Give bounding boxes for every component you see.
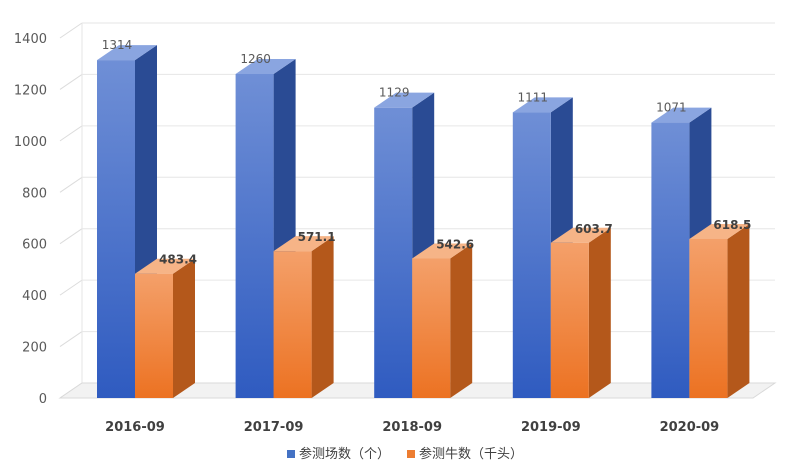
bar-top	[512, 97, 573, 113]
bar-cattle-2018-09	[412, 243, 473, 398]
gridline-diagonal	[59, 331, 83, 347]
legend-swatch	[407, 450, 415, 458]
bar-front	[135, 273, 173, 398]
bar-side	[311, 236, 334, 398]
bar-front	[97, 60, 135, 398]
bar-cattle-2020-09	[689, 223, 750, 398]
bar-front	[374, 107, 413, 398]
y-tick-label: 1000	[14, 135, 47, 150]
bar-top	[651, 107, 712, 123]
gridline-diagonal	[59, 74, 83, 90]
gridline-diagonal	[59, 228, 83, 245]
y-tick-label: 1400	[14, 32, 47, 47]
gridline-diagonal	[59, 279, 83, 296]
y-tick-label: 1200	[14, 83, 47, 98]
data-label-cattle: 483.4	[159, 253, 197, 267]
bar-cattle-2017-09	[273, 236, 334, 398]
axes: 0 200 400 600 800 1000 1200 1400 2016-09 2017-09 2…	[14, 32, 719, 435]
data-label-venues: 1071	[656, 101, 687, 115]
x-tick-label: 2020-09	[660, 420, 720, 435]
x-tick-label: 2018-09	[382, 420, 442, 435]
x-tick-label: 2019-09	[521, 420, 581, 435]
bar-cattle-2019-09	[550, 227, 611, 398]
legend-label: 参测场数（个）	[299, 446, 390, 462]
bar-front	[550, 242, 589, 398]
data-label-cattle: 603.7	[575, 222, 613, 236]
gridline-diagonal	[59, 125, 83, 142]
gridline-diagonal	[59, 176, 83, 193]
bar-cattle-2016-09	[135, 258, 195, 398]
y-tick-label: 200	[22, 341, 47, 356]
y-tick-label: 0	[39, 392, 47, 407]
bar-front	[273, 251, 312, 398]
x-tick-label: 2017-09	[244, 420, 304, 435]
legend-item-venues: 参测场数（个）	[287, 446, 390, 462]
bar-top	[550, 227, 611, 243]
legend: 参测场数（个） 参测牛数（千头）	[287, 446, 523, 462]
bar-front	[512, 112, 551, 399]
x-tick-label: 2016-09	[105, 420, 165, 435]
bars	[97, 45, 750, 399]
data-labels: 1314 483.4 1260 571.1 1129 542.6 1111 603.7 1071…	[102, 38, 752, 267]
data-label-venues: 1129	[379, 86, 410, 100]
data-label-venues: 1111	[518, 90, 549, 104]
bar-front	[689, 238, 728, 398]
bar-top	[235, 59, 296, 74]
data-label-venues: 1260	[240, 52, 271, 66]
bar-front	[235, 74, 274, 398]
gridline-diagonal	[59, 22, 83, 39]
data-label-cattle: 618.5	[713, 218, 751, 232]
bar-side	[588, 227, 611, 398]
bar-top	[97, 45, 157, 61]
y-tick-label: 400	[22, 289, 47, 304]
legend-item-cattle: 参测牛数（千头）	[407, 446, 523, 462]
bar-top	[412, 243, 473, 259]
bar-top	[689, 223, 750, 239]
bar-side	[173, 258, 195, 398]
bar-side	[450, 243, 473, 398]
bar-front	[651, 122, 690, 398]
legend-label: 参测牛数（千头）	[419, 446, 523, 462]
y-tick-label: 800	[22, 186, 47, 201]
bar-top	[374, 92, 435, 108]
legend-swatch	[287, 450, 295, 458]
data-label-cattle: 571.1	[298, 230, 336, 244]
bar-side	[727, 223, 750, 398]
data-label-cattle: 542.6	[436, 237, 474, 251]
bar-top	[273, 236, 334, 252]
data-label-venues: 1314	[102, 38, 133, 52]
bar-top	[135, 258, 195, 274]
bar-front	[412, 258, 451, 398]
y-tick-label: 600	[22, 238, 47, 253]
